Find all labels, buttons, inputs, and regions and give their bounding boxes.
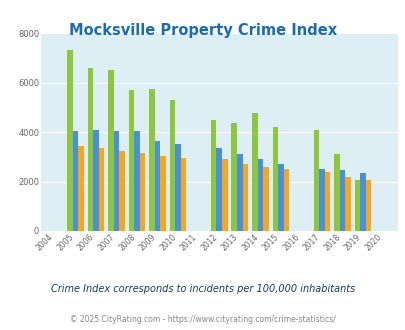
- Bar: [283, 169, 288, 231]
- Bar: [149, 89, 154, 231]
- Bar: [272, 127, 277, 231]
- Bar: [313, 130, 318, 231]
- Bar: [365, 180, 371, 231]
- Bar: [242, 164, 247, 231]
- Bar: [231, 123, 237, 231]
- Bar: [333, 154, 339, 231]
- Bar: [67, 50, 72, 231]
- Bar: [262, 167, 268, 231]
- Bar: [78, 146, 83, 231]
- Bar: [354, 180, 359, 231]
- Bar: [113, 131, 119, 231]
- Bar: [318, 169, 324, 231]
- Bar: [93, 130, 98, 231]
- Bar: [169, 100, 175, 231]
- Bar: [87, 68, 93, 231]
- Bar: [359, 173, 365, 231]
- Bar: [181, 158, 186, 231]
- Text: Crime Index corresponds to incidents per 100,000 inhabitants: Crime Index corresponds to incidents per…: [51, 284, 354, 294]
- Bar: [160, 155, 166, 231]
- Bar: [222, 159, 227, 231]
- Bar: [344, 177, 350, 231]
- Bar: [134, 131, 140, 231]
- Bar: [119, 150, 125, 231]
- Bar: [128, 90, 134, 231]
- Bar: [154, 141, 160, 231]
- Bar: [72, 131, 78, 231]
- Bar: [257, 159, 262, 231]
- Bar: [237, 154, 242, 231]
- Bar: [324, 172, 329, 231]
- Bar: [175, 145, 181, 231]
- Bar: [140, 153, 145, 231]
- Bar: [108, 70, 113, 231]
- Text: Mocksville Property Crime Index: Mocksville Property Crime Index: [69, 23, 336, 38]
- Bar: [211, 120, 216, 231]
- Bar: [252, 114, 257, 231]
- Bar: [216, 148, 222, 231]
- Bar: [277, 164, 283, 231]
- Bar: [339, 170, 344, 231]
- Text: © 2025 CityRating.com - https://www.cityrating.com/crime-statistics/: © 2025 CityRating.com - https://www.city…: [70, 315, 335, 324]
- Bar: [98, 148, 104, 231]
